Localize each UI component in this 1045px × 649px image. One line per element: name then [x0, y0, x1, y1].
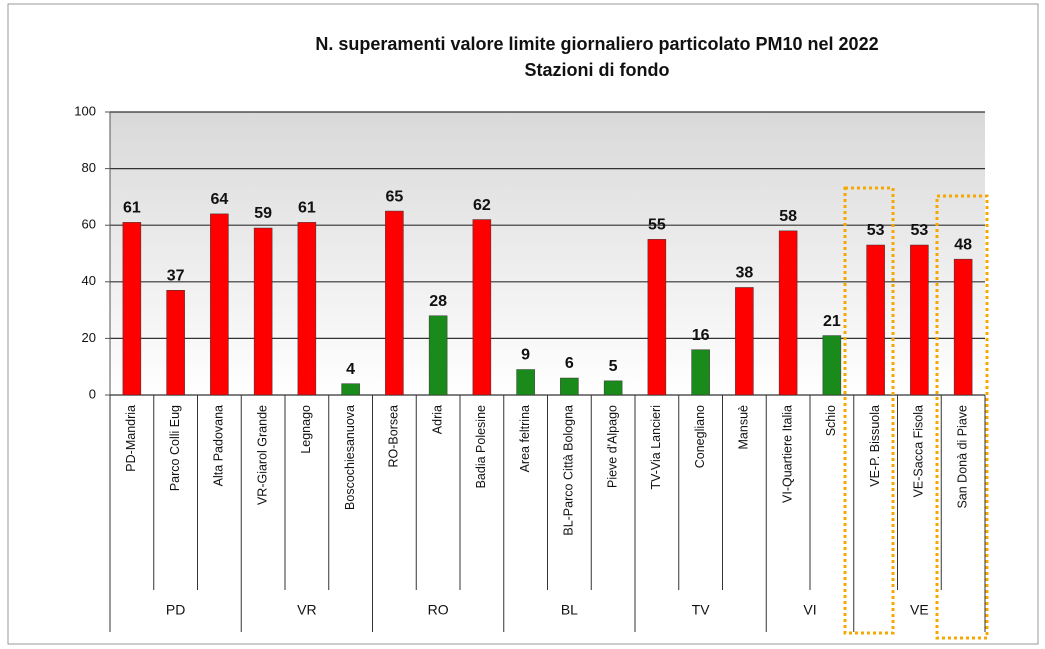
bar	[253, 227, 273, 396]
x-tick-label: VR-Giarol Grande	[255, 405, 269, 505]
bar	[647, 239, 667, 396]
value-label: 59	[254, 205, 272, 222]
value-label: 64	[210, 191, 228, 208]
x-tick-label: Alta Padovana	[212, 405, 226, 486]
group-label: TV	[692, 602, 711, 618]
group-label: VI	[803, 602, 816, 618]
bar	[166, 290, 185, 396]
x-tick-label: VE-P. Bissuola	[868, 405, 882, 487]
value-label: 37	[167, 268, 185, 285]
x-tick-label: VE-Sacca Fisola	[912, 405, 926, 497]
x-tick-label: Legnago	[299, 405, 313, 454]
y-tick-label: 80	[82, 160, 96, 175]
chart-title: N. superamenti valore limite giornaliero…	[315, 34, 878, 54]
x-tick-label: Adria	[430, 405, 444, 434]
value-label: 61	[123, 200, 141, 217]
x-tick-label: Parco Colli Eug	[168, 405, 182, 491]
value-label: 21	[823, 313, 841, 330]
value-label: 53	[867, 222, 885, 239]
value-label: 4	[346, 361, 355, 378]
y-tick-label: 100	[74, 103, 96, 118]
highlight-box	[843, 186, 895, 635]
bar	[210, 213, 229, 396]
bar	[122, 222, 142, 396]
x-tick-label: TV-Via Lancieri	[649, 405, 663, 490]
bar	[428, 315, 448, 396]
group-label: RO	[428, 602, 449, 618]
y-tick-label: 40	[82, 273, 96, 288]
group-label: VR	[297, 602, 316, 618]
x-tick-label: VI-Quartiere Italia	[780, 405, 794, 503]
marks: 0 20 40 60 80 100 PD VR RO BL TV VI VE PD-Mandria 61 Pa…	[74, 103, 986, 632]
bar	[953, 258, 973, 396]
y-tick-label: 0	[89, 386, 96, 401]
x-tick-label: Boscochiesanuova	[343, 405, 357, 510]
x-tick-label: Area feltrina	[518, 405, 532, 472]
group-label: VE	[910, 602, 929, 618]
bar	[822, 335, 842, 396]
bar	[778, 230, 798, 396]
frame	[7, 3, 1039, 645]
x-tick-label: BL-Parco Città Bologna	[562, 405, 576, 536]
bar	[297, 222, 317, 396]
x-tick-label: San Donà di Piave	[955, 405, 969, 509]
bar	[910, 244, 929, 396]
plot-area	[110, 112, 985, 395]
y-tick-label: 20	[82, 330, 96, 345]
y-tick-label: 60	[82, 217, 96, 232]
value-label: 38	[735, 265, 753, 282]
bar	[691, 349, 710, 396]
x-tick-label: RO-Borsea	[387, 405, 401, 468]
x-tick-label: Conegliano	[693, 405, 707, 468]
value-label: 48	[954, 236, 972, 253]
highlight-box	[935, 194, 989, 640]
x-tick-label: Schio	[824, 405, 838, 436]
bar	[866, 244, 885, 396]
bar	[385, 210, 404, 396]
x-tick-label: PD-Mandria	[124, 405, 138, 472]
value-label: 62	[473, 197, 491, 214]
value-label: 6	[565, 355, 574, 372]
value-label: 9	[521, 347, 530, 364]
bar	[516, 369, 535, 396]
value-label: 5	[609, 358, 618, 375]
x-tick-label: Pieve d'Alpago	[605, 405, 619, 488]
bar	[341, 383, 360, 396]
bar	[735, 287, 754, 396]
value-label: 28	[429, 293, 447, 310]
value-label: 55	[648, 217, 666, 234]
value-label: 61	[298, 200, 316, 217]
group-label: BL	[561, 602, 578, 618]
x-tick-label: Badia Polesine	[474, 405, 488, 488]
x-tick-label: Mansuè	[737, 405, 751, 450]
value-label: 65	[385, 188, 403, 205]
chart-subtitle: Stazioni di fondo	[525, 60, 670, 80]
value-label: 58	[779, 208, 797, 225]
value-label: 16	[692, 327, 710, 344]
value-label: 53	[910, 222, 928, 239]
group-label: PD	[166, 602, 185, 618]
bar	[472, 219, 492, 396]
bar	[603, 380, 623, 396]
bar	[560, 377, 579, 396]
